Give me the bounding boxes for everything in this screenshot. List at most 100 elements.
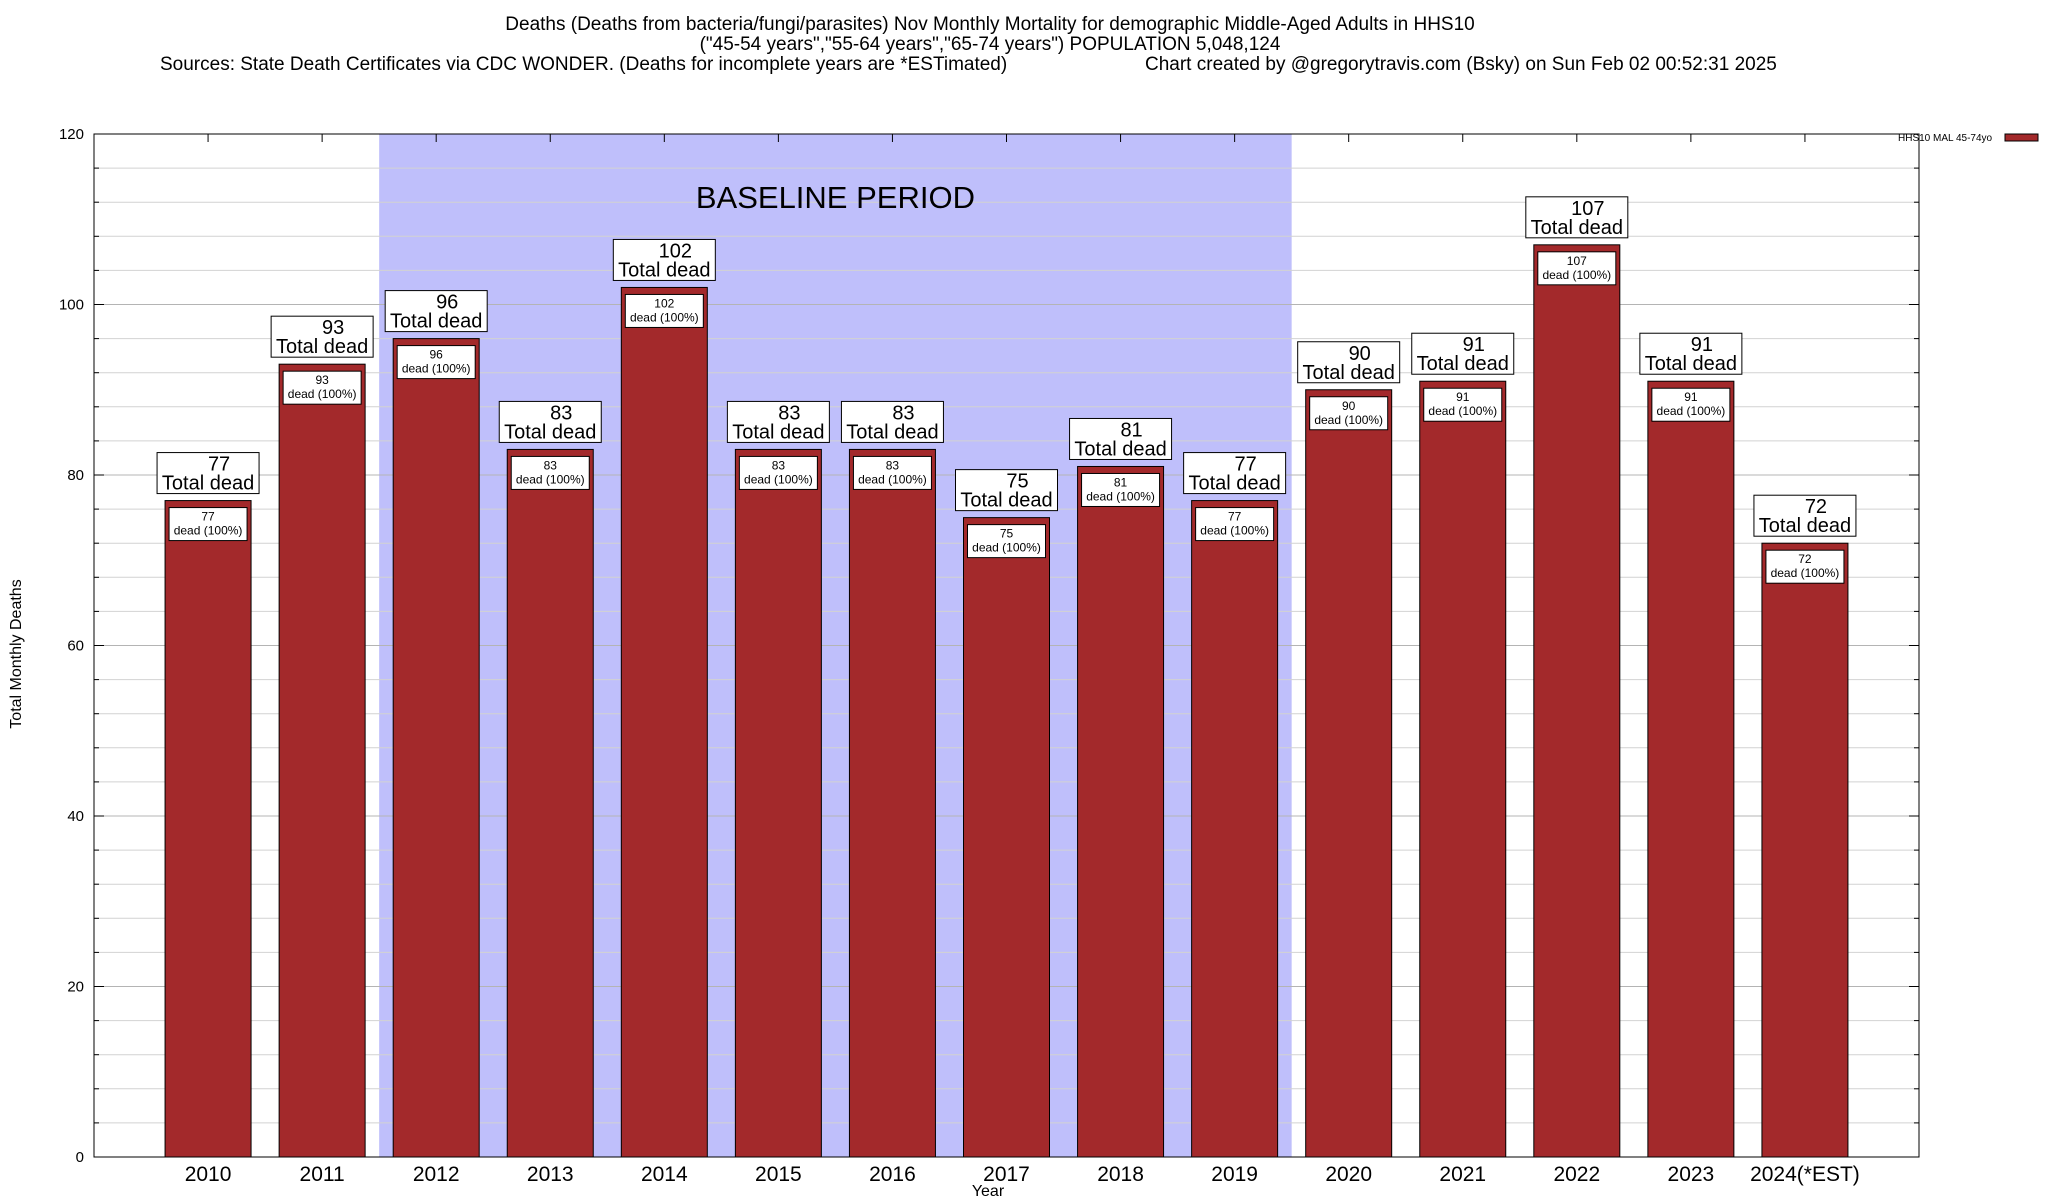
bar — [278, 363, 366, 1158]
total-label-box — [1639, 332, 1743, 375]
total-value-label: 83 — [778, 402, 800, 424]
bar — [848, 448, 936, 1158]
inner-label-box — [168, 507, 248, 542]
inner-label-box — [1765, 549, 1845, 584]
total-dead-label: Total dead — [732, 421, 824, 443]
inner-percent-label: dead (100%) — [630, 310, 699, 324]
inner-percent-label: dead (100%) — [744, 472, 813, 486]
bar — [1191, 500, 1279, 1158]
total-dead-label: Total dead — [162, 473, 254, 495]
legend-label: HHS10 MAL 45-74yo — [1898, 133, 1993, 144]
chart-title-line-1: Deaths (Deaths from bacteria/fungi/paras… — [505, 14, 1474, 35]
total-dead-label: Total dead — [960, 490, 1052, 512]
total-dead-label: Total dead — [1188, 473, 1280, 495]
bar — [1761, 542, 1849, 1158]
bar — [1647, 380, 1735, 1158]
total-label-box — [384, 290, 488, 333]
total-value-label: 83 — [550, 402, 572, 424]
total-dead-label: Total dead — [618, 259, 710, 281]
bar — [1419, 380, 1507, 1158]
y-axis-label: Total Monthly Deaths — [8, 579, 25, 728]
total-label-box — [1525, 196, 1629, 239]
inner-label-box — [1309, 396, 1389, 431]
inner-value-label: 102 — [654, 296, 674, 310]
y-tick-label: 120 — [59, 126, 84, 143]
inner-percent-label: dead (100%) — [858, 472, 927, 486]
inner-label-box — [1537, 251, 1617, 286]
inner-label-box — [1081, 472, 1161, 507]
total-label-box — [1411, 332, 1515, 375]
total-dead-label: Total dead — [1759, 515, 1851, 537]
inner-value-label: 81 — [1114, 475, 1128, 489]
inner-value-label: 77 — [1228, 510, 1242, 524]
x-tick-label: 2015 — [755, 1163, 802, 1186]
bar — [734, 448, 822, 1158]
inner-value-label: 107 — [1567, 254, 1587, 268]
total-dead-label: Total dead — [1303, 362, 1395, 384]
inner-value-label: 75 — [1000, 527, 1014, 541]
inner-percent-label: dead (100%) — [972, 541, 1041, 555]
legend: HHS10 MAL 45-74yo — [1898, 133, 2039, 144]
bar — [164, 500, 252, 1158]
y-tick-label: 80 — [67, 467, 84, 484]
inner-value-label: 96 — [430, 348, 444, 362]
inner-value-label: 90 — [1342, 399, 1356, 413]
total-dead-label: Total dead — [1531, 217, 1623, 239]
chart-title-line-2: ("45-54 years","55-64 years","65-74 year… — [700, 34, 1281, 55]
total-value-label: 90 — [1349, 343, 1371, 365]
total-value-label: 91 — [1691, 334, 1713, 356]
inner-label-box — [738, 455, 818, 490]
total-value-label: 77 — [208, 454, 230, 476]
total-label-box — [498, 400, 602, 443]
legend-swatch — [2004, 133, 2039, 142]
inner-value-label: 91 — [1684, 390, 1698, 404]
total-value-label: 72 — [1805, 496, 1827, 518]
inner-percent-label: dead (100%) — [1200, 524, 1269, 538]
x-tick-label: 2016 — [869, 1163, 916, 1186]
total-value-label: 81 — [1120, 419, 1142, 441]
inner-value-label: 93 — [315, 373, 329, 387]
inner-label-box — [624, 293, 704, 328]
total-value-label: 96 — [436, 292, 458, 314]
total-label-box — [726, 400, 830, 443]
bar — [963, 517, 1050, 1158]
total-value-label: 75 — [1006, 471, 1028, 493]
total-label-box — [270, 315, 374, 358]
x-tick-label: 2018 — [1097, 1163, 1144, 1186]
x-tick-label: 2013 — [527, 1163, 574, 1186]
y-tick-label: 100 — [59, 297, 84, 314]
total-label-box — [1069, 417, 1173, 460]
x-tick-label: 2017 — [983, 1163, 1030, 1186]
inner-percent-label: dead (100%) — [288, 387, 357, 401]
total-value-label: 102 — [659, 240, 692, 262]
x-tick-label: 2012 — [413, 1163, 460, 1186]
x-tick-label: 2010 — [185, 1163, 232, 1186]
total-dead-label: Total dead — [846, 421, 938, 443]
x-tick-label: 2020 — [1325, 1163, 1372, 1186]
total-label-box — [1753, 494, 1857, 537]
axis-ticks: 0 20 40 60 80 100 120 2010 2011 2012 2013 2014 2015 2… — [59, 126, 1919, 1186]
baseline-period-label: BASELINE PERIOD — [696, 180, 975, 215]
x-tick-label: 2019 — [1211, 1163, 1258, 1186]
inner-label-box — [510, 455, 590, 490]
total-label-box — [840, 400, 944, 443]
y-tick-label: 0 — [76, 1149, 84, 1166]
inner-label-box — [852, 455, 932, 490]
inner-value-label: 83 — [886, 458, 900, 472]
total-dead-label: Total dead — [1645, 353, 1737, 375]
bars — [164, 244, 1849, 1158]
x-tick-label: 2022 — [1553, 1163, 1600, 1186]
total-label-box — [1297, 341, 1401, 384]
y-tick-label: 60 — [67, 638, 84, 655]
inner-value-label: 91 — [1456, 390, 1470, 404]
inner-value-label: 83 — [772, 458, 786, 472]
total-value-label: 107 — [1571, 198, 1604, 220]
inner-label-box — [1423, 387, 1503, 422]
x-tick-label: 2021 — [1439, 1163, 1486, 1186]
total-value-label: 83 — [892, 402, 914, 424]
inner-percent-label: dead (100%) — [1314, 413, 1383, 427]
inner-percent-label: dead (100%) — [1657, 404, 1726, 418]
total-value-label: 77 — [1235, 454, 1257, 476]
inner-value-label: 83 — [544, 458, 558, 472]
